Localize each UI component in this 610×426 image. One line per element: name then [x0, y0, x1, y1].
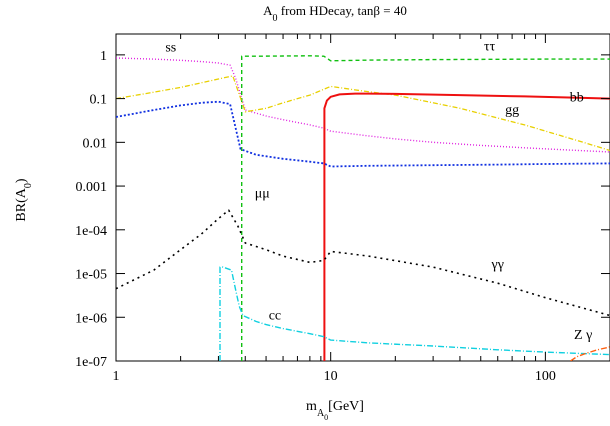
plot-area: ss ττ gg bb μμ γγ cc Z γ: [115, 33, 610, 362]
series-label--: γγ: [491, 258, 504, 273]
y-label-subscript: 0: [23, 183, 34, 188]
title-subscript: 0: [273, 13, 278, 24]
y-tick-label: 1e-04: [75, 224, 107, 239]
x-label-subscript: A0: [317, 408, 328, 423]
series-line-bb: [323, 92, 610, 361]
y-axis-label: BR(A0): [14, 178, 34, 221]
series-label--: ττ: [484, 40, 496, 55]
series-label-gg: gg: [505, 103, 519, 118]
y-tick-label: 0.01: [83, 136, 108, 151]
x-axis-label: mA0[GeV]: [306, 399, 364, 422]
series-line--: [116, 100, 610, 168]
x-tick-label: 100: [535, 369, 556, 384]
series-label--: μμ: [255, 186, 270, 201]
series-label-cc: cc: [269, 308, 281, 323]
x-label-subsubscript: 0: [324, 413, 328, 422]
x-tick-label: 10: [324, 369, 338, 384]
plot-frame: [115, 33, 610, 362]
x-axis: 1 10 100: [113, 34, 610, 384]
series-label-z-: Z γ: [574, 328, 592, 343]
series-line-ss: [116, 57, 610, 153]
y-tick-label: 0.001: [76, 180, 108, 195]
x-tick-label: 1: [113, 369, 120, 384]
series-label-bb: bb: [570, 91, 584, 106]
y-axis: 1 0.1 0.01 0.001 1e-04 1e-05 1e-06 1e-07: [75, 49, 610, 370]
y-tick-label: 1e-07: [75, 355, 107, 370]
series-layer: ss ττ gg bb μμ γγ cc Z γ: [116, 40, 610, 361]
series-line--: [240, 55, 610, 361]
series-line-cc: [219, 266, 610, 361]
y-tick-label: 1e-06: [75, 311, 107, 326]
series-line-gg: [116, 75, 610, 152]
series-label-ss: ss: [165, 40, 176, 55]
series-line--: [116, 209, 610, 317]
y-tick-label: 1: [100, 49, 107, 64]
series-line-z-: [570, 346, 610, 361]
y-tick-label: 0.1: [90, 93, 108, 108]
y-tick-label: 1e-05: [75, 268, 107, 283]
chart-title: A0 from HDecay, tanβ = 40: [263, 3, 407, 24]
